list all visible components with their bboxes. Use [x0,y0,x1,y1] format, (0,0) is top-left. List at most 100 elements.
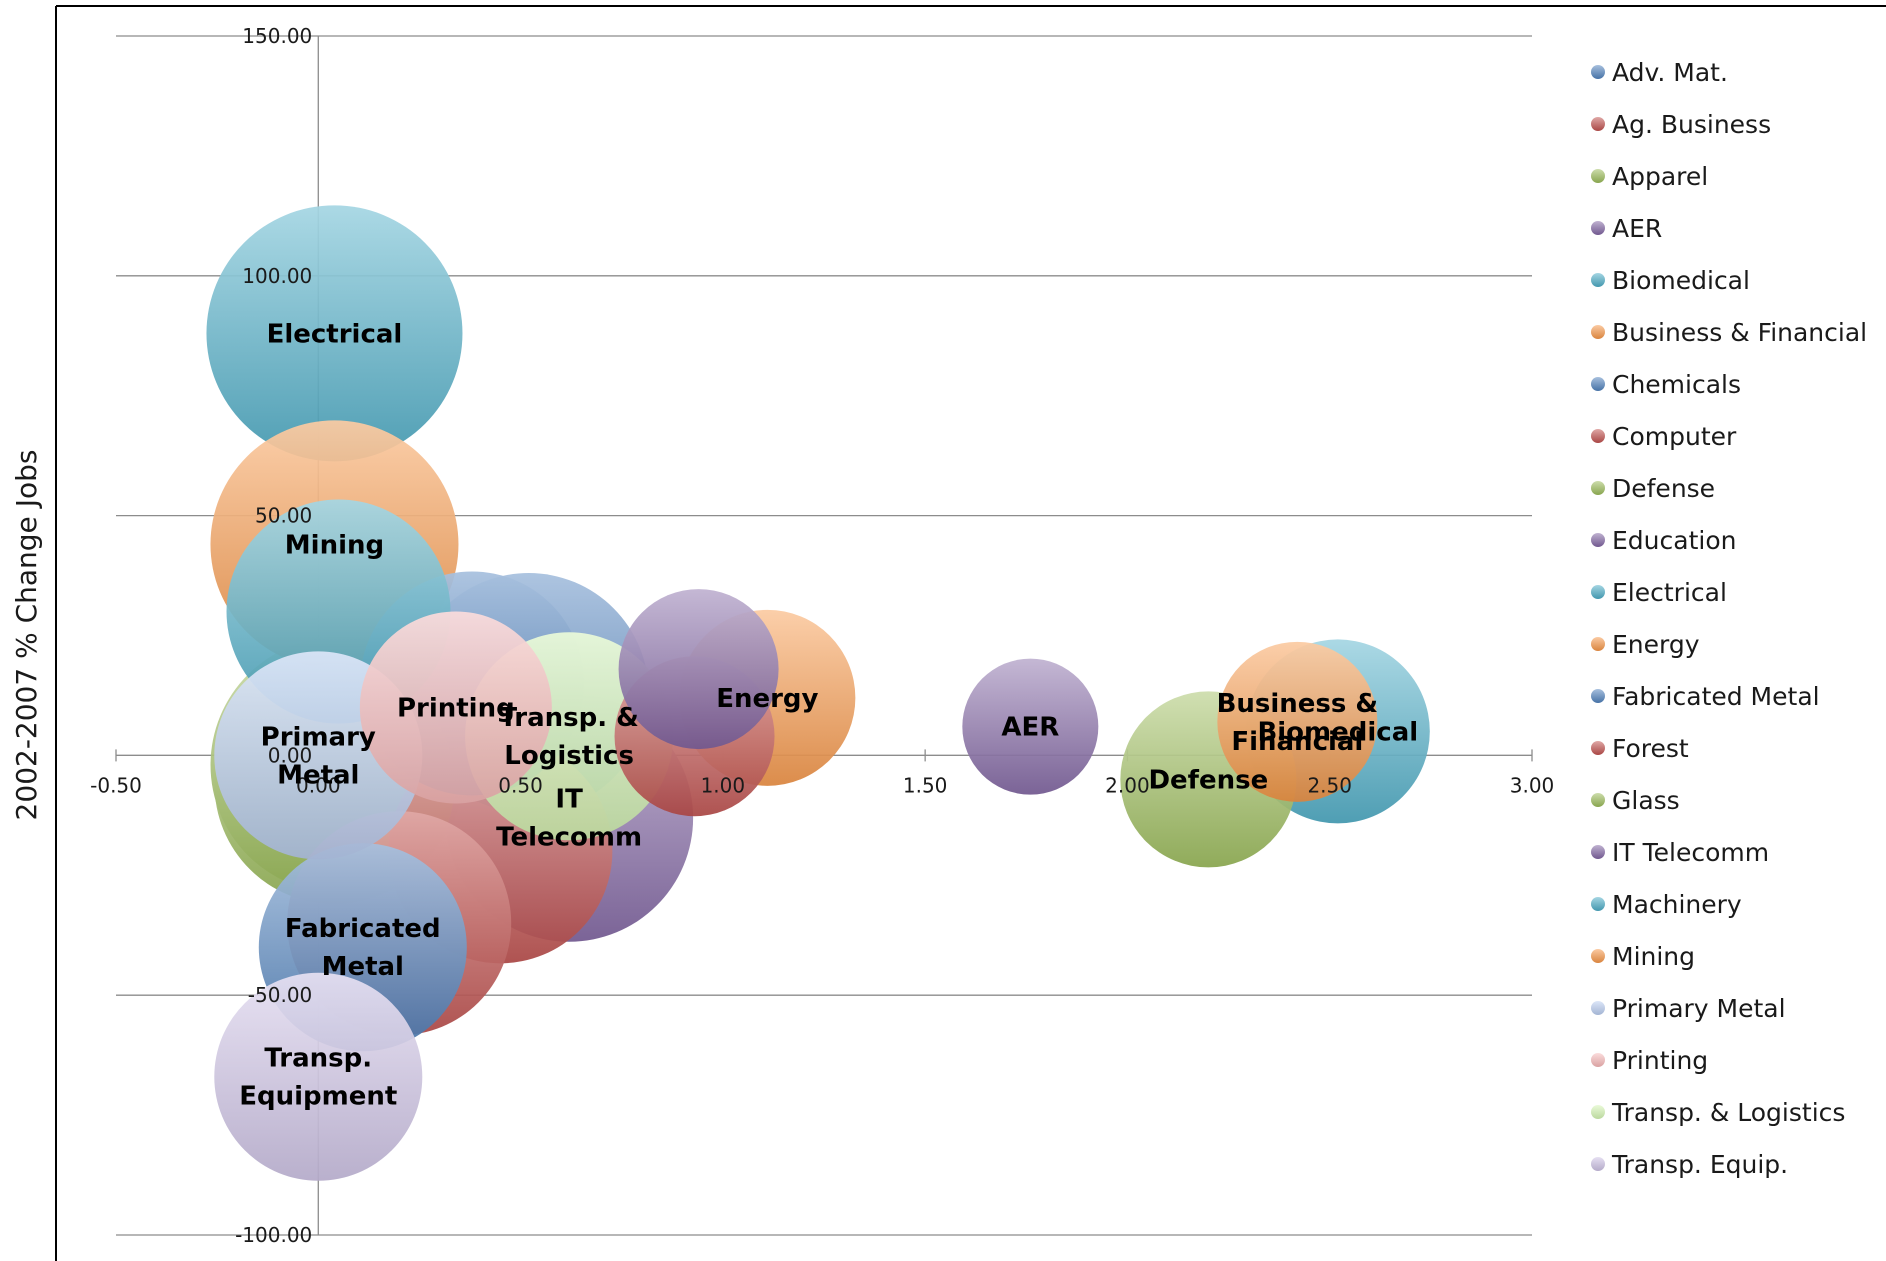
legend-marker [1591,689,1605,703]
legend-item-aer: AER [1591,214,1662,243]
x-tick-label: -0.50 [90,773,142,797]
legend-item-machinery: Machinery [1591,890,1742,919]
legend: Adv. Mat. Ag. Business Apparel AER Biomedica… [1591,58,1867,1179]
legend-marker [1591,1001,1605,1015]
legend-marker [1591,533,1605,547]
bubble-label-it-telecomm: IT Telecomm [496,785,642,853]
legend-item-energy: Energy [1591,630,1700,659]
legend-item-computer: Computer [1591,422,1737,451]
bubble-label-electrical: Electrical [267,319,403,349]
y-tick-label: 150.00 [242,24,312,48]
legend-item-defense: Defense [1591,474,1715,503]
bubble-aer [962,658,1099,795]
bubble-printing [359,611,552,804]
legend-marker [1591,429,1605,443]
bubble-electrical [206,205,463,462]
bubble-label-energy: Energy [716,684,818,714]
x-tick-label: 1.00 [701,773,746,797]
legend-marker [1591,169,1605,183]
legend-marker [1591,377,1605,391]
legend-marker [1591,1105,1605,1119]
x-tick-label: 1.50 [903,773,948,797]
legend-marker [1591,637,1605,651]
bubble-education [618,589,779,750]
legend-label: Primary Metal [1612,994,1786,1023]
legend-item-transp-and-logistics: Transp. & Logistics [1591,1098,1845,1127]
bubble-label-mining: Mining [285,530,384,560]
y-tick-label: 100.00 [242,264,312,288]
legend-label: IT Telecomm [1612,838,1769,867]
x-tick-label: 0.50 [498,773,543,797]
legend-label: Energy [1612,630,1700,659]
legend-label: Machinery [1612,890,1742,919]
bubble-label-printing: Printing [397,693,515,723]
bubble-business-and-financial [1217,641,1378,802]
bubble-label-business-and-financial: Business & Financial [1217,689,1379,757]
legend-item-adv-mat: Adv. Mat. [1591,58,1728,87]
legend-label: Education [1612,526,1736,555]
legend-item-business-and-financial: Business & Financial [1591,318,1867,347]
bubble-label-biomedical: Biomedical [1257,717,1418,747]
legend-label: AER [1612,214,1662,243]
legend-marker [1591,221,1605,235]
legend-label: Printing [1612,1046,1708,1075]
legend-label: Mining [1612,942,1695,971]
legend-marker [1591,741,1605,755]
legend-item-apparel: Apparel [1591,162,1708,191]
legend-marker [1591,325,1605,339]
legend-item-fabricated-metal: Fabricated Metal [1591,682,1820,711]
legend-item-primary-metal: Primary Metal [1591,994,1786,1023]
legend-label: Chemicals [1612,370,1741,399]
legend-label: Electrical [1612,578,1727,607]
legend-marker [1591,1053,1605,1067]
legend-marker [1591,793,1605,807]
bubbles [206,205,1430,1181]
legend-item-mining: Mining [1591,942,1695,971]
y-tick-label: 0.00 [268,743,313,767]
legend-label: Fabricated Metal [1612,682,1820,711]
legend-item-transp-equip: Transp. Equip. [1591,1150,1788,1179]
legend-label: Forest [1612,734,1689,763]
legend-label: Biomedical [1612,266,1750,295]
x-tick-label: 3.00 [1510,773,1555,797]
legend-label: Business & Financial [1612,318,1867,347]
y-tick-label: 50.00 [255,504,312,528]
bubble-label-aer: AER [1001,713,1059,743]
legend-marker [1591,481,1605,495]
legend-item-chemicals: Chemicals [1591,370,1741,399]
y-tick-label: -100.00 [235,1223,312,1247]
legend-item-ag-business: Ag. Business [1591,110,1771,139]
x-tick-label: 2.00 [1105,773,1150,797]
legend-item-glass: Glass [1591,786,1680,815]
bubble-transp-equip [214,972,423,1181]
y-axis-title: 2002-2007 % Change Jobs [10,450,43,821]
x-tick-label: 2.50 [1307,773,1352,797]
bubble-label-primary-metal: Primary Metal [261,722,376,790]
legend-label: Computer [1612,422,1737,451]
legend-label: Defense [1612,474,1715,503]
legend-item-biomedical: Biomedical [1591,266,1750,295]
legend-marker [1591,585,1605,599]
legend-marker [1591,897,1605,911]
legend-label: Ag. Business [1612,110,1771,139]
legend-label: Adv. Mat. [1612,58,1728,87]
legend-item-printing: Printing [1591,1046,1708,1075]
legend-marker [1591,117,1605,131]
legend-marker [1591,273,1605,287]
bubble-label-fabricated-metal: Fabricated Metal [285,914,441,982]
tick-labels: 150.00 100.00 50.00 0.00 -50.00 -100.00 -0.50 0… [90,24,1554,1247]
legend-label: Apparel [1612,162,1708,191]
bubble-label-defense: Defense [1148,765,1268,795]
legend-item-it-telecomm: IT Telecomm [1591,838,1769,867]
x-tick-label: 0.00 [296,773,341,797]
legend-marker [1591,845,1605,859]
y-tick-label: -50.00 [248,983,312,1007]
legend-label: Transp. & Logistics [1611,1098,1845,1127]
legend-marker [1591,1157,1605,1171]
legend-item-forest: Forest [1591,734,1689,763]
legend-item-electrical: Electrical [1591,578,1727,607]
bubble-label-transp-and-logistics: Transp. & Logistics [499,703,638,771]
